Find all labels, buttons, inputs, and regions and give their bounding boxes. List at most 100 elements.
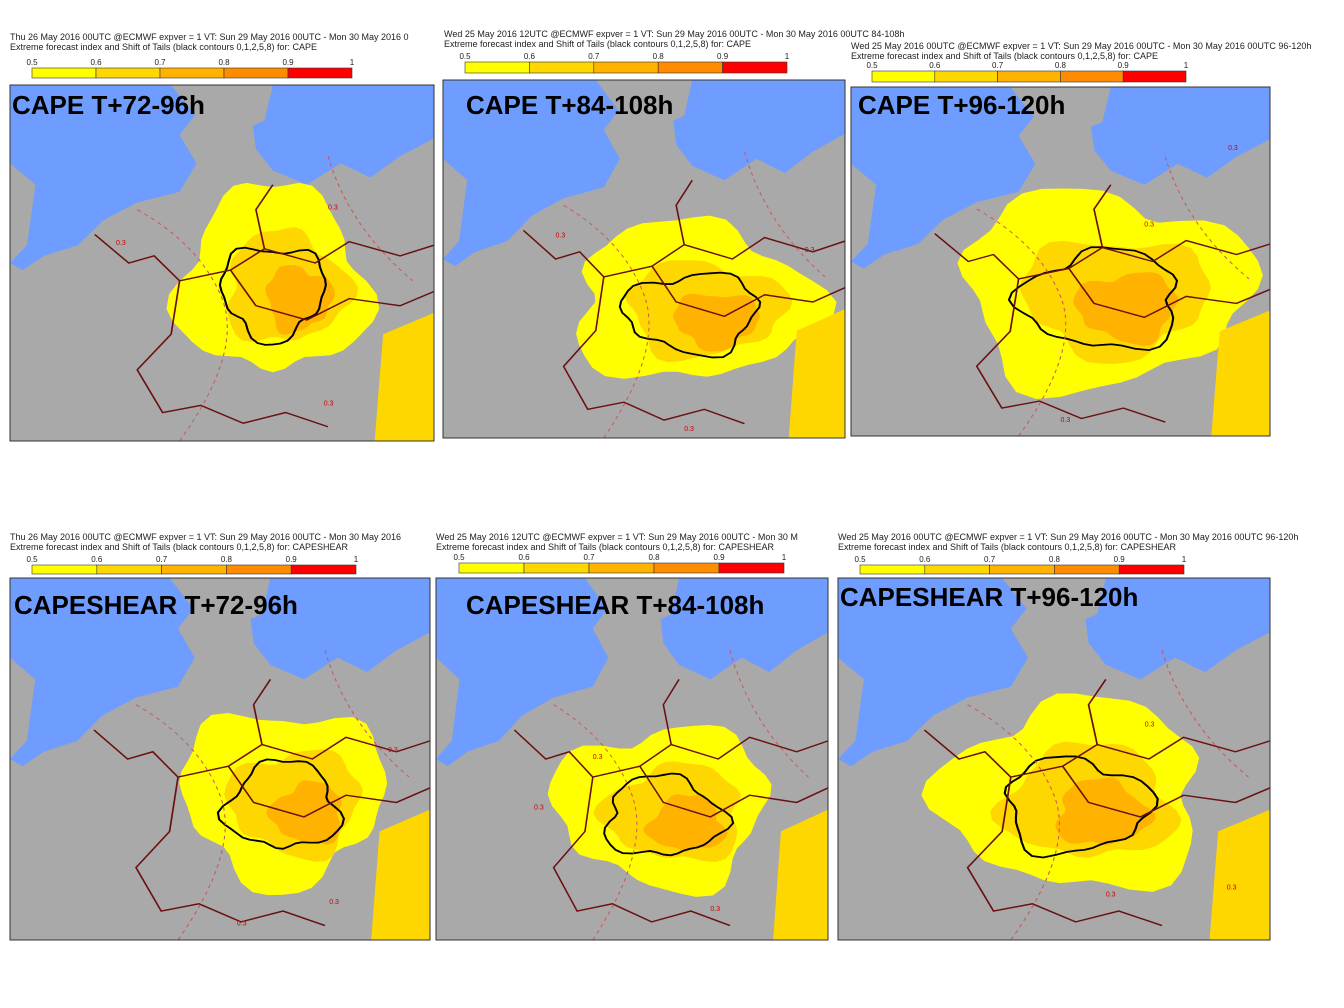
land xyxy=(171,85,273,135)
colorbar-tick: 0.7 xyxy=(583,553,595,562)
map-label: 0.3 xyxy=(329,899,339,906)
colorbar-tick: 0.5 xyxy=(26,58,38,67)
colorbar-segment xyxy=(1054,564,1120,575)
sot-contour xyxy=(618,271,762,359)
colorbar-tick: 0.8 xyxy=(648,553,660,562)
sea xyxy=(1079,578,1270,680)
land xyxy=(443,158,468,259)
colorbar-segment xyxy=(997,70,1061,83)
sea xyxy=(10,85,197,271)
map-frame xyxy=(837,577,1271,941)
header-line: Extreme forecast index and Shift of Tail… xyxy=(838,542,1176,552)
colorbar-tick: 0.6 xyxy=(929,61,941,70)
map-frame xyxy=(435,577,829,941)
panel-title: CAPE T+96-120h xyxy=(858,90,1065,120)
land xyxy=(10,657,36,759)
colorbar-segment xyxy=(722,61,788,74)
land xyxy=(584,578,680,629)
colorbar-segment xyxy=(96,564,162,575)
colorbar-segment xyxy=(290,564,357,575)
colorbar-tick: 0.9 xyxy=(1118,61,1130,70)
colorbar-segment xyxy=(523,562,590,574)
colorbar-segment xyxy=(161,564,227,575)
map-label: 0.3 xyxy=(556,233,566,240)
map-label: 0.3 xyxy=(1228,145,1238,152)
map-label: 0.3 xyxy=(710,906,720,913)
colorbar-tick: 0.8 xyxy=(221,555,233,564)
sea xyxy=(1085,87,1270,185)
colorbar-tick: 1 xyxy=(350,58,355,67)
colorbar-segment xyxy=(934,70,998,83)
panel-title: CAPESHEAR T+72-96h xyxy=(14,590,298,620)
sea xyxy=(436,578,609,767)
efi-area xyxy=(1209,809,1270,940)
efi-area xyxy=(266,780,342,845)
colorbar-tick: 0.9 xyxy=(1114,555,1126,564)
border xyxy=(522,179,845,425)
map-label: 0.3 xyxy=(388,747,398,754)
colorbar-tick: 0.5 xyxy=(26,555,38,564)
border xyxy=(513,679,828,927)
colorbar-segment xyxy=(287,67,353,79)
ref-contour xyxy=(967,650,1249,940)
sea xyxy=(668,80,845,181)
panel: Thu 26 May 2016 00UTC @ECMWF expver = 1 … xyxy=(9,32,435,442)
sea xyxy=(245,578,430,680)
land xyxy=(1010,87,1111,136)
header-line: Extreme forecast index and Shift of Tail… xyxy=(10,542,348,552)
colorbar-segment xyxy=(159,67,225,79)
sot-contour xyxy=(603,772,735,857)
colorbar-tick: 0.9 xyxy=(286,555,298,564)
efi-area xyxy=(788,309,845,438)
colorbar-segment xyxy=(458,562,525,574)
header-line: Wed 25 May 2016 00UTC @ECMWF expver = 1 … xyxy=(851,41,1311,51)
colorbar-segment xyxy=(464,61,530,74)
colorbar-tick: 0.5 xyxy=(866,61,878,70)
map-label: 0.3 xyxy=(1061,417,1071,424)
header-line: Wed 25 May 2016 12UTC @ECMWF expver = 1 … xyxy=(436,532,798,542)
map-label: 0.3 xyxy=(684,426,694,433)
colorbar-segment xyxy=(1060,70,1124,83)
colorbar-segment xyxy=(871,70,936,83)
header-line: Thu 26 May 2016 00UTC @ECMWF expver = 1 … xyxy=(10,32,409,42)
colorbar-segment xyxy=(653,562,720,574)
efi-area xyxy=(1211,310,1270,436)
colorbar-segment xyxy=(223,67,289,79)
border xyxy=(94,184,434,428)
efi-area xyxy=(1055,777,1156,846)
header-line: Wed 25 May 2016 12UTC @ECMWF expver = 1 … xyxy=(444,29,904,39)
land xyxy=(436,657,460,759)
colorbar-tick: 1 xyxy=(785,52,790,61)
header-line: Extreme forecast index and Shift of Tail… xyxy=(436,542,774,552)
colorbar-tick: 0.7 xyxy=(984,555,996,564)
colorbar-segment xyxy=(95,67,161,79)
colorbar-segment xyxy=(859,564,926,575)
map xyxy=(851,87,1270,436)
colorbar-tick: 0.7 xyxy=(588,52,600,61)
colorbar-tick: 0.6 xyxy=(919,555,931,564)
colorbar-tick: 0.8 xyxy=(1055,61,1067,70)
header-line: Extreme forecast index and Shift of Tail… xyxy=(10,42,317,52)
sea xyxy=(247,85,434,185)
colorbar-tick: 0.5 xyxy=(854,555,866,564)
colorbar-tick: 0.7 xyxy=(156,555,168,564)
map-label: 0.3 xyxy=(593,754,603,761)
land xyxy=(169,578,271,629)
map xyxy=(10,578,430,940)
colorbar-segment xyxy=(593,61,659,74)
colorbar-segment xyxy=(924,564,990,575)
sot-contour xyxy=(218,246,327,346)
sot-contour xyxy=(216,758,345,850)
sea xyxy=(851,87,1036,269)
map-label: 0.3 xyxy=(1144,222,1154,229)
colorbar-segment xyxy=(1118,564,1185,575)
panel: Wed 25 May 2016 12UTC @ECMWF expver = 1 … xyxy=(442,29,904,439)
ref-contour xyxy=(563,151,826,438)
colorbar-segment xyxy=(226,564,292,575)
colorbar-segment xyxy=(31,564,98,575)
border xyxy=(934,184,1270,423)
colorbar-segment xyxy=(1122,70,1187,83)
panel: Thu 26 May 2016 00UTC @ECMWF expver = 1 … xyxy=(9,532,431,941)
